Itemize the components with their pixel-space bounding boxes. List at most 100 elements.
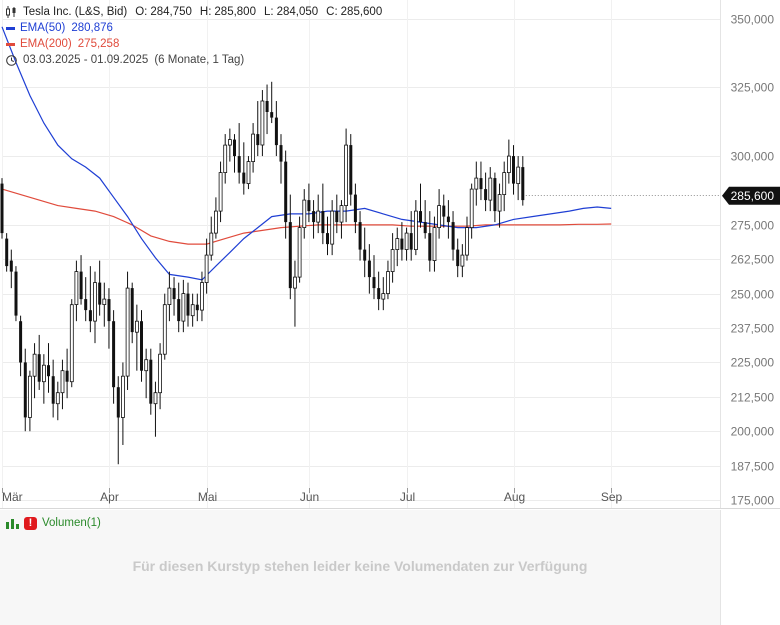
last-price-label: 285,600	[731, 189, 775, 203]
candle-body	[409, 233, 413, 250]
ema50-swatch	[6, 26, 15, 30]
candle	[321, 183, 325, 245]
high-value: 285,800	[214, 6, 256, 18]
candle	[98, 260, 102, 316]
candle	[516, 156, 521, 201]
candle	[386, 260, 390, 300]
candle-body	[121, 375, 125, 418]
candle-body	[260, 100, 265, 146]
candle-body	[488, 177, 493, 201]
candle-body	[353, 194, 357, 223]
candle	[93, 271, 97, 344]
candle	[116, 376, 120, 465]
candle-body	[242, 172, 246, 184]
candle-body	[474, 177, 479, 190]
candle-body	[102, 298, 107, 306]
candle-body	[55, 392, 60, 405]
candle-body	[60, 370, 65, 394]
volume-title: Volumen(1)	[42, 517, 101, 529]
candle-body	[74, 271, 79, 306]
candle	[428, 211, 432, 272]
candle-body	[344, 144, 349, 207]
warning-icon: !	[24, 516, 37, 530]
candle-body	[47, 365, 50, 377]
x-tick-label: Aug	[504, 490, 525, 504]
legend-title-row: Tesla Inc. (L&S, Bid) O: 284,750 H: 285,…	[6, 4, 382, 20]
legend-ema200-row[interactable]: EMA(200) 275,258	[6, 36, 382, 52]
candle	[14, 266, 18, 322]
candle	[237, 123, 241, 184]
ema200-value: 275,258	[77, 38, 120, 50]
candle-body	[302, 199, 307, 229]
legend-range-row: 03.03.2025 - 01.09.2025 (6 Monate, 1 Tag…	[6, 52, 382, 68]
candle	[288, 194, 292, 300]
candle-body	[479, 178, 483, 190]
candle-body	[377, 288, 381, 300]
legend-ema50-row[interactable]: EMA(50) 280,876	[6, 20, 382, 36]
candle-body	[349, 145, 353, 195]
candle	[32, 343, 37, 399]
candle	[442, 194, 446, 228]
candle	[493, 172, 497, 223]
candle-body	[181, 293, 186, 322]
ema50-value: 280,876	[71, 22, 113, 34]
candle	[125, 271, 130, 390]
candle-body	[130, 288, 134, 333]
candle-body	[116, 387, 120, 418]
candle	[390, 233, 395, 283]
candle-body	[335, 211, 339, 223]
candle-body	[218, 172, 223, 212]
candle	[344, 128, 349, 223]
candle	[144, 348, 149, 399]
candle	[432, 216, 437, 272]
candle-body	[0, 183, 4, 234]
x-tick-label: Apr	[100, 490, 119, 504]
candle-body	[112, 321, 116, 388]
candle	[107, 288, 111, 349]
ema200-line-group	[1, 188, 612, 245]
candle-body	[321, 211, 325, 234]
candle-body	[293, 276, 297, 289]
low-label: L:	[263, 6, 274, 18]
candle	[506, 139, 511, 184]
candle-body	[14, 271, 18, 316]
candle	[497, 183, 502, 228]
candle	[51, 359, 55, 418]
candlestick-series	[0, 81, 525, 465]
candle	[246, 156, 251, 190]
clock-icon	[6, 54, 17, 66]
candle-body	[265, 101, 269, 112]
candle	[223, 134, 228, 184]
candle-body	[428, 233, 432, 261]
candle	[456, 238, 460, 278]
candle	[335, 194, 339, 234]
y-tick-label: 187,500	[731, 460, 775, 474]
candle-body	[446, 216, 450, 223]
candle-body	[32, 353, 37, 377]
candle-body	[423, 222, 427, 234]
candle-body	[149, 359, 153, 404]
open-label: O:	[135, 6, 148, 18]
x-tick-label: Sep	[601, 490, 623, 504]
candle-body	[144, 359, 149, 372]
candle	[69, 299, 74, 388]
y-tick-label: 262,500	[731, 253, 775, 267]
candle	[265, 84, 269, 135]
candle-body	[27, 375, 32, 418]
x-tick-label: Jun	[300, 490, 319, 504]
y-tick-label: 350,000	[731, 13, 775, 27]
candle-body	[190, 304, 195, 317]
x-tick-label: Mai	[198, 490, 217, 504]
x-axis-labels: Mär Apr Mai Jun Jul Aug Sep	[2, 490, 622, 504]
y-tick-label: 175,000	[731, 494, 775, 508]
candle-body	[469, 188, 474, 229]
candle	[260, 90, 265, 157]
y-axis-labels: 175,000 187,500 200,000 212,500 225,000 237,5…	[731, 13, 775, 508]
candle	[130, 282, 134, 344]
volume-bars-icon	[6, 518, 19, 529]
volume-header[interactable]: ! Volumen(1)	[6, 515, 101, 531]
candle-body	[316, 210, 321, 223]
candle	[158, 343, 163, 410]
x-tick-label: Jul	[400, 490, 415, 504]
